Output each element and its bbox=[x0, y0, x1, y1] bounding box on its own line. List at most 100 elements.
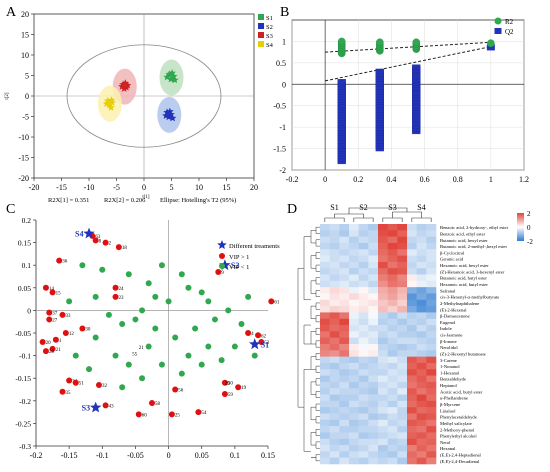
heatmap-cell bbox=[387, 381, 398, 389]
vip-high-label: 2 bbox=[109, 242, 112, 247]
heatmap-cell bbox=[349, 318, 359, 326]
row-label: 2-Methoxy-phenol bbox=[440, 427, 475, 432]
heatmap-cell bbox=[378, 407, 388, 414]
vip-high-point bbox=[195, 409, 202, 416]
row-label: (E,E)-2,4-Heptadienal bbox=[440, 453, 482, 459]
heatmap-cell bbox=[407, 242, 417, 250]
panel-label-b: B bbox=[280, 5, 289, 20]
heatmap-cell bbox=[358, 438, 369, 446]
heatmap-cell bbox=[368, 331, 379, 338]
heatmap-cell bbox=[339, 451, 350, 458]
heatmap-cell bbox=[426, 331, 437, 338]
vip-high-point bbox=[245, 330, 252, 336]
heatmap-cell bbox=[378, 293, 388, 301]
heatmap-cell bbox=[387, 369, 398, 376]
vip-low-point bbox=[225, 307, 232, 314]
heatmap-cell bbox=[416, 394, 427, 402]
heatmap-cell bbox=[339, 224, 350, 231]
panel-b-permutation-plot: -0.2 0 0.2 0.4 0.6 0.8 1 1.2 -2 -1.5 -1 -0.5 0 0.5 1 R2… bbox=[273, 17, 529, 184]
heatmap-cell bbox=[320, 362, 330, 370]
heatmap-cell bbox=[378, 451, 388, 458]
heatmap-cell bbox=[407, 337, 417, 345]
heatmap-cell bbox=[416, 230, 427, 237]
sample-point-s1 bbox=[168, 69, 176, 77]
row-label: Butanoic acid, 2-methyl-,hexyl ester bbox=[440, 244, 507, 250]
heatmap-cell bbox=[407, 287, 417, 294]
vip-high-label: 63 bbox=[95, 235, 101, 240]
heatmap-cell bbox=[339, 318, 350, 326]
heatmap-cell bbox=[349, 236, 359, 244]
heatmap-cell bbox=[358, 299, 369, 307]
legend-label-vip-low: VIP < 1 bbox=[229, 264, 249, 271]
x-tick-label: 1.2 bbox=[519, 175, 529, 184]
vip-high-label: 25 bbox=[175, 413, 181, 418]
legend-swatch-s4 bbox=[258, 41, 264, 47]
heatmap-cell bbox=[387, 426, 398, 433]
vip-high-label: 51 bbox=[79, 382, 85, 387]
heatmap-cell bbox=[387, 331, 398, 338]
vip-high-label: 60 bbox=[142, 413, 148, 418]
heatmap-cell bbox=[320, 331, 330, 338]
heatmap-cell bbox=[407, 362, 417, 370]
treatment-label-s1: S1 bbox=[261, 340, 269, 349]
x-tick-label: 0 bbox=[323, 175, 327, 184]
heatmap-cell bbox=[368, 306, 379, 313]
colorbar-tick-label: 0 bbox=[527, 224, 531, 232]
heatmap-cell bbox=[426, 224, 437, 231]
row-label: 1-Nonanol bbox=[440, 364, 460, 369]
heatmap-cell bbox=[426, 381, 437, 389]
row-label: Hexanal bbox=[440, 446, 456, 451]
y-tick-label: -20 bbox=[18, 174, 29, 183]
heatmap-cell bbox=[407, 344, 417, 351]
vip-high-label: 59 bbox=[228, 393, 234, 398]
vip-high-point bbox=[255, 332, 262, 339]
heatmap-cell bbox=[368, 268, 379, 275]
y-tick-label: 15 bbox=[21, 31, 29, 40]
heatmap-cell bbox=[397, 331, 408, 338]
heatmap-cell bbox=[349, 280, 359, 288]
treatment-star-s3 bbox=[90, 401, 102, 413]
heatmap-cell bbox=[349, 350, 359, 357]
heatmap-cell bbox=[329, 268, 340, 275]
heatmap-cell bbox=[407, 438, 417, 446]
x-axis-label: t[1] bbox=[142, 195, 150, 200]
heatmap-cell bbox=[368, 344, 379, 351]
heatmap-cell bbox=[426, 312, 437, 320]
y-tick-label: -0.25 bbox=[15, 419, 31, 428]
heatmap-cell bbox=[320, 356, 330, 364]
x-tick-label: 0.2 bbox=[353, 175, 363, 184]
vip-high-label: 32 bbox=[102, 384, 108, 389]
y-axis-label: t[2] bbox=[5, 92, 10, 100]
vip-high-label: 58 bbox=[155, 402, 161, 407]
vip-high-label: 43 bbox=[109, 404, 115, 409]
y-tick-label: 0 bbox=[282, 80, 286, 89]
vip-high-point bbox=[258, 339, 265, 346]
heatmap-cell bbox=[378, 331, 388, 338]
vip-high-point bbox=[39, 339, 46, 346]
heatmap-cell bbox=[368, 457, 379, 465]
x-tick-label: 15 bbox=[223, 183, 231, 192]
heatmap-cell bbox=[320, 299, 330, 307]
x-tick-label: -20 bbox=[29, 183, 40, 192]
heatmap-cell bbox=[339, 261, 350, 269]
sample-point-s4 bbox=[107, 96, 116, 104]
heatmap-cell bbox=[349, 224, 359, 231]
heatmap-cell bbox=[407, 268, 417, 275]
heatmap-cell bbox=[358, 306, 369, 313]
heatmap-cell bbox=[426, 261, 437, 269]
heatmap-cell bbox=[407, 224, 417, 231]
heatmap-cell bbox=[329, 299, 340, 307]
vip-high-label: 37 bbox=[52, 312, 58, 317]
heatmap-cell bbox=[387, 457, 398, 465]
heatmap-cell bbox=[407, 400, 417, 408]
heatmap-cell bbox=[320, 337, 330, 345]
heatmap-cell bbox=[320, 350, 330, 357]
heatmap-cell bbox=[339, 369, 350, 376]
y-tick-label: 0.05 bbox=[18, 284, 31, 293]
heatmap-cell bbox=[378, 457, 388, 465]
heatmap-cell bbox=[339, 280, 350, 288]
heatmap-cell bbox=[407, 230, 417, 237]
heatmap-cell bbox=[426, 369, 437, 376]
vip-high-label: 50 bbox=[228, 382, 234, 387]
heatmap-cell bbox=[426, 255, 437, 263]
